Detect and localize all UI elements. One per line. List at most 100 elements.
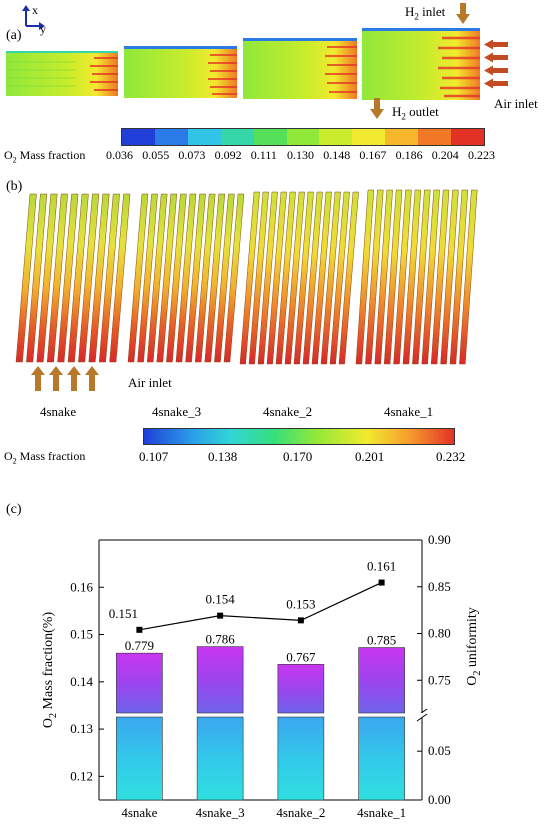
left-tick-label: 0.12 (70, 768, 93, 783)
panel-c-letter: (c) (6, 502, 22, 517)
tube-channel (440, 189, 459, 365)
left-tick-label: 0.15 (70, 627, 93, 642)
colorbar-a-ticks: 0.036 0.055 0.073 0.092 0.111 0.130 0.148 0.167… (0, 148, 550, 164)
axis-break-gap (100, 713, 422, 717)
x-tick-label: 4snake_3 (196, 805, 245, 820)
contour-plate-3 (243, 38, 357, 99)
bar-lower (116, 716, 163, 801)
panel-a-air-inlet-label: Air inlet (494, 96, 538, 111)
tube-channel (175, 193, 197, 363)
line-value-label: 0.154 (206, 592, 236, 607)
tube-channel (383, 189, 403, 365)
colorbar-a-segment (122, 129, 155, 145)
bar-value-label: 0.786 (206, 632, 236, 647)
tube-channel (156, 193, 178, 363)
bar-upper (277, 664, 325, 714)
tube-channel (239, 191, 260, 365)
line-value-label: 0.151 (109, 606, 138, 621)
left-axis-title: O2 Mass fraction(%) (41, 612, 59, 729)
tube-channel (109, 193, 131, 363)
tube-channel (284, 191, 305, 365)
right-tick-label: 0.85 (428, 579, 451, 594)
colorbar-a-tick: 0.186 (395, 148, 423, 162)
tube-channel (204, 193, 226, 363)
colorbar-a-segment (451, 129, 484, 145)
colorbar-a-segment (187, 129, 221, 145)
tube-channel (421, 189, 440, 365)
line-value-label: 0.161 (367, 559, 396, 574)
tube-bundle (15, 193, 131, 363)
colorbar-b-tick: 0.138 (208, 449, 238, 464)
design-label-3: 4snake_2 (263, 404, 313, 419)
tube-channel (365, 189, 384, 365)
tube-channel (412, 189, 431, 365)
tube-channel (194, 193, 216, 363)
tube-channel (311, 191, 332, 365)
colorbar-a-segment (418, 129, 452, 145)
tube-channel (98, 193, 120, 363)
design-label-2: 4snake_3 (152, 404, 202, 419)
right-tick-label: 0.90 (428, 532, 451, 547)
tube-channel (88, 193, 110, 363)
line-series-path (139, 582, 382, 631)
colorbar-b-label: O2 Mass fraction (4, 449, 86, 466)
tube-channel (214, 193, 235, 363)
right-tick-label: 0.05 (428, 743, 451, 758)
tube-channel (430, 189, 450, 365)
tube-channel (257, 191, 278, 365)
colorbar-a-tick: 0.073 (178, 148, 206, 162)
colorbar-b (143, 428, 455, 445)
line-point (297, 617, 304, 624)
design-label-4: 4snake_1 (384, 404, 434, 419)
tube-channel (57, 193, 79, 363)
tube-bundle (239, 191, 359, 365)
colorbar-a-segment (286, 129, 320, 145)
colorbar-b-tick: 0.170 (283, 449, 313, 464)
contour-plate-4 (362, 28, 480, 100)
tube-channel (248, 191, 269, 365)
x-tick-label: 4snake_1 (357, 805, 406, 820)
design-label-1: 4snake (40, 404, 77, 419)
colorbar-a-segment (319, 129, 353, 145)
colorbar-a-segment (154, 129, 188, 145)
tube-channel (223, 193, 245, 363)
bar-value-label: 0.767 (286, 649, 316, 664)
tube-bundle (127, 193, 245, 363)
tube-channel (166, 193, 187, 363)
colorbar-a-label: O2 Mass fraction (4, 148, 86, 165)
colorbar-b-tick: 0.201 (355, 449, 385, 464)
bar-lower (358, 716, 405, 801)
bar-lower (196, 716, 244, 801)
combo-chart: 0.779 4snake 0.786 4snake_3 0.767 4snake_2 0.7… (41, 532, 483, 820)
colorbar-a (121, 128, 485, 146)
h2-outlet-arrow-icon (370, 98, 384, 119)
line-point (217, 612, 224, 619)
tube-channel (266, 191, 287, 365)
panel-b-air-inlet-arrows-icon (31, 366, 99, 391)
colorbar-a-tick: 0.055 (142, 148, 170, 162)
bar-value-label: 0.779 (125, 638, 154, 653)
h2-inlet-arrow-icon (456, 3, 470, 24)
line-value-label: 0.153 (286, 596, 315, 611)
air-inlet-arrows-icon (484, 40, 508, 89)
contour-plate-2 (124, 46, 237, 98)
colorbar-b-tick: 0.107 (139, 449, 169, 464)
colorbar-a-segment (385, 129, 419, 145)
colorbar-a-tick: 0.167 (359, 148, 387, 162)
colorbar-a-segment (253, 129, 287, 145)
tube-channel (449, 189, 469, 365)
line-point (378, 579, 385, 586)
panel-a-letter: (a) (6, 28, 22, 43)
bar-value-label: 0.785 (367, 633, 396, 648)
tube-bundle-graphics (15, 189, 478, 365)
tube-channel (185, 193, 206, 363)
tube-channel (355, 189, 375, 365)
bar-upper (116, 652, 163, 714)
axis-triad-icon (22, 5, 45, 30)
tube-channel (393, 189, 412, 365)
axis-y-label: y (40, 22, 46, 36)
colorbar-a-tick: 0.130 (287, 148, 314, 162)
tube-channel (275, 191, 296, 365)
tube-channel (459, 189, 478, 365)
h2-inlet-label: H2 inlet (405, 4, 446, 22)
